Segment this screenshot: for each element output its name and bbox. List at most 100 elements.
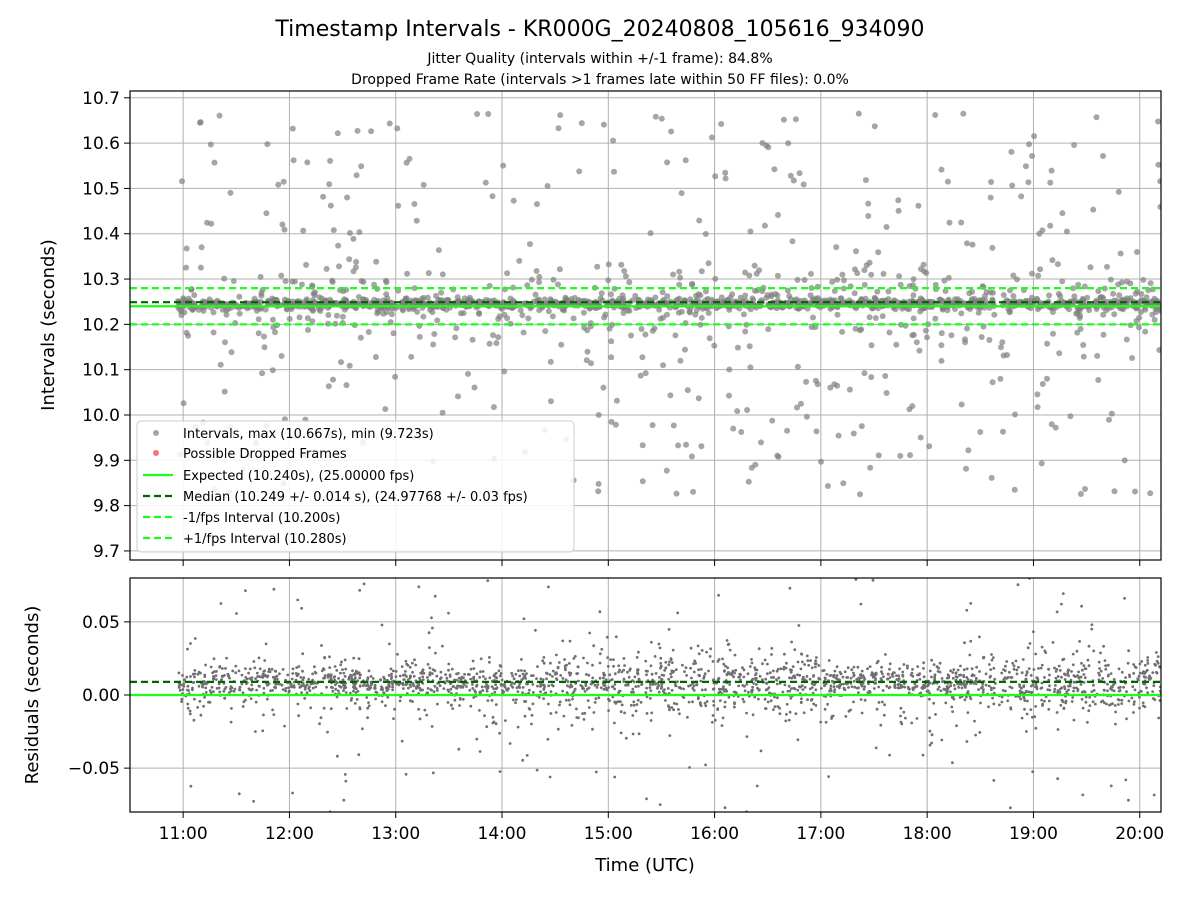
residual-point [965,740,969,743]
residual-point [707,669,710,673]
residual-point [775,678,779,682]
residual-point [535,768,539,772]
interval-point [1134,249,1140,255]
interval-point [1070,285,1077,292]
residual-point [687,684,690,688]
residual-point [433,594,437,598]
interval-point [510,284,517,291]
interval-point [1014,276,1020,283]
interval-point [897,281,904,288]
residual-point [773,705,777,709]
residuals-y-tick-label: 0.00 [82,686,120,706]
residual-point [301,682,305,685]
interval-point [910,276,917,283]
interval-point [839,328,846,335]
residual-point [1075,649,1079,653]
residual-point [845,682,849,686]
residual-point [1132,711,1135,714]
interval-point [659,289,666,296]
residual-point [567,662,571,665]
residual-point [384,704,387,707]
residual-point [469,667,473,671]
residual-point [500,678,504,682]
interval-point [1018,193,1025,200]
residual-point [859,673,863,676]
residual-point [341,668,344,671]
residual-point [572,657,576,660]
interval-point [808,285,815,291]
residual-point [835,674,839,677]
interval-point [388,311,395,318]
residual-point [197,684,201,688]
residual-point [723,705,727,709]
interval-point [853,248,859,255]
residual-point [1040,663,1044,667]
residual-point [1110,685,1113,689]
residual-point [275,674,279,678]
residual-point [512,677,516,681]
residual-point [992,686,996,690]
interval-point [1022,163,1029,170]
residual-point [945,691,949,695]
residual-point [1125,690,1128,694]
residual-point [676,611,680,615]
residual-point [515,686,519,690]
residual-point [447,662,451,666]
interval-point [1127,295,1134,302]
residual-point [699,679,703,683]
residual-point [785,712,788,716]
residual-point [1024,673,1028,677]
interval-point [664,159,671,166]
residual-point [954,672,958,675]
interval-point [325,312,332,318]
interval-point [796,170,803,177]
residual-point [283,724,286,728]
residual-point [510,681,514,684]
residual-point [203,695,207,699]
residual-point [699,667,703,671]
interval-point [588,360,594,367]
residual-point [637,732,641,736]
residual-point [1020,671,1024,675]
residual-point [1020,716,1024,720]
residual-point [1117,698,1121,702]
residual-point [219,602,223,605]
residual-point [787,718,791,722]
interval-point [584,348,591,355]
residual-point [787,684,791,688]
residual-point [1123,596,1126,600]
residual-point [879,677,883,680]
interval-point [738,429,745,435]
residual-point [249,697,253,700]
residual-point [336,689,340,693]
residual-point [823,684,826,688]
interval-point [584,327,591,334]
residual-point [1034,726,1038,730]
residual-point [664,699,667,702]
interval-point [987,289,994,296]
residual-point [594,697,598,701]
residual-point [1100,700,1103,704]
residual-point [587,706,591,709]
interval-point [915,202,922,209]
residual-point [191,686,194,690]
residual-point [915,684,919,688]
residual-point [933,675,937,678]
residual-point [936,688,940,691]
interval-point [353,258,360,265]
residual-point [711,714,715,717]
residual-point [347,677,351,681]
residual-point [266,674,270,678]
residual-point [1122,685,1125,689]
interval-point [883,390,890,396]
residual-point [928,691,931,695]
interval-point [228,349,235,356]
residual-point [511,685,515,689]
residual-point [649,719,653,722]
residual-point [329,707,333,711]
residual-point [817,664,821,667]
residual-point [475,672,479,676]
residual-point [1064,701,1068,705]
chart-title: Timestamp Intervals - KR000G_20240808_10… [274,17,924,42]
residual-point [942,687,946,691]
